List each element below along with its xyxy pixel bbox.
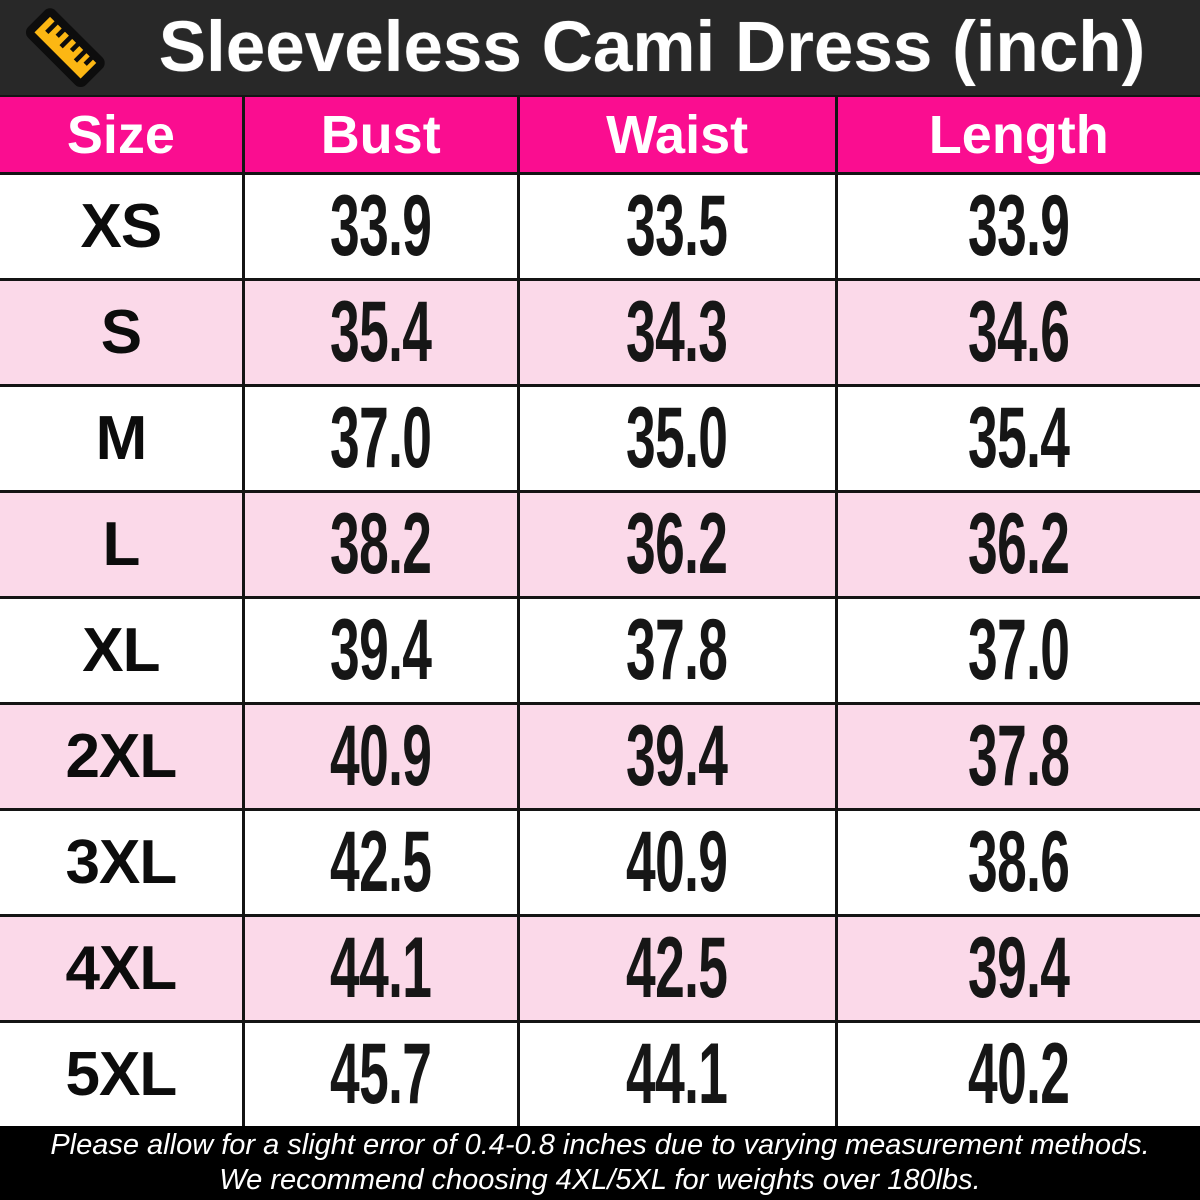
ruler-icon <box>0 0 130 95</box>
length-cell: 33.9 <box>838 175 1200 278</box>
bust-cell: 44.1 <box>245 917 520 1020</box>
size-cell: 2XL <box>0 705 245 808</box>
waist-cell: 37.8 <box>520 599 838 702</box>
waist-value: 39.4 <box>626 708 728 804</box>
table-row: 2XL 40.9 39.4 37.8 <box>0 705 1200 811</box>
bust-cell: 37.0 <box>245 387 520 490</box>
bust-cell: 42.5 <box>245 811 520 914</box>
size-label: M <box>95 404 148 473</box>
bust-value: 35.4 <box>330 284 432 380</box>
size-label: XS <box>80 192 163 261</box>
column-header-size: Size <box>0 97 245 172</box>
bust-cell: 33.9 <box>245 175 520 278</box>
waist-value: 44.1 <box>626 1026 728 1122</box>
size-label: XL <box>82 616 160 685</box>
table-row: S 35.4 34.3 34.6 <box>0 281 1200 387</box>
column-header-bust: Bust <box>245 97 520 172</box>
bust-value: 45.7 <box>330 1026 432 1122</box>
table-row: XL 39.4 37.8 37.0 <box>0 599 1200 705</box>
table-row: L 38.2 36.2 36.2 <box>0 493 1200 599</box>
size-label: 2XL <box>65 722 178 791</box>
waist-value: 42.5 <box>626 920 728 1016</box>
table-row: 3XL 42.5 40.9 38.6 <box>0 811 1200 917</box>
length-cell: 38.6 <box>838 811 1200 914</box>
table-row: M 37.0 35.0 35.4 <box>0 387 1200 493</box>
size-cell: XL <box>0 599 245 702</box>
length-cell: 37.8 <box>838 705 1200 808</box>
waist-value: 40.9 <box>626 814 728 910</box>
bust-value: 38.2 <box>330 496 432 592</box>
waist-cell: 42.5 <box>520 917 838 1020</box>
size-cell: XS <box>0 175 245 278</box>
bust-cell: 38.2 <box>245 493 520 596</box>
length-cell: 39.4 <box>838 917 1200 1020</box>
size-label: 5XL <box>65 1040 178 1109</box>
bust-value: 37.0 <box>330 390 432 486</box>
page-title: Sleeveless Cami Dress (inch) <box>158 8 1146 87</box>
table-body: XS 33.9 33.5 33.9 S 35.4 34.3 34.6 M 37.… <box>0 175 1200 1126</box>
bust-value: 42.5 <box>330 814 432 910</box>
waist-cell: 44.1 <box>520 1023 838 1126</box>
bust-value: 39.4 <box>330 602 432 698</box>
length-value: 34.6 <box>968 284 1070 380</box>
column-header-waist: Waist <box>520 97 838 172</box>
waist-cell: 35.0 <box>520 387 838 490</box>
title-bar: Sleeveless Cami Dress (inch) <box>0 0 1200 95</box>
bust-value: 44.1 <box>330 920 432 1016</box>
size-label: L <box>102 510 140 579</box>
column-header-length: Length <box>928 104 1109 165</box>
length-cell: 36.2 <box>838 493 1200 596</box>
size-cell: S <box>0 281 245 384</box>
waist-cell: 39.4 <box>520 705 838 808</box>
bust-value: 33.9 <box>330 178 432 274</box>
footer-note-line2: We recommend choosing 4XL/5XL for weight… <box>219 1164 981 1196</box>
size-label: S <box>100 298 142 367</box>
length-cell: 37.0 <box>838 599 1200 702</box>
footer-note-line1: Please allow for a slight error of 0.4-0… <box>50 1129 1150 1161</box>
bust-value: 40.9 <box>330 708 432 804</box>
table-row: 4XL 44.1 42.5 39.4 <box>0 917 1200 1023</box>
size-label: 3XL <box>65 828 178 897</box>
waist-cell: 36.2 <box>520 493 838 596</box>
waist-cell: 33.5 <box>520 175 838 278</box>
waist-cell: 40.9 <box>520 811 838 914</box>
length-value: 36.2 <box>968 496 1070 592</box>
size-cell: M <box>0 387 245 490</box>
waist-cell: 34.3 <box>520 281 838 384</box>
length-value: 35.4 <box>968 390 1070 486</box>
length-value: 40.2 <box>968 1026 1070 1122</box>
size-label: 4XL <box>65 934 178 1003</box>
table-row: XS 33.9 33.5 33.9 <box>0 175 1200 281</box>
size-cell: 3XL <box>0 811 245 914</box>
table-row: 5XL 45.7 44.1 40.2 <box>0 1023 1200 1126</box>
length-value: 39.4 <box>968 920 1070 1016</box>
length-value: 37.0 <box>968 602 1070 698</box>
waist-value: 35.0 <box>626 390 728 486</box>
waist-value: 34.3 <box>626 284 728 380</box>
bust-cell: 45.7 <box>245 1023 520 1126</box>
size-cell: 5XL <box>0 1023 245 1126</box>
length-value: 38.6 <box>968 814 1070 910</box>
size-cell: 4XL <box>0 917 245 1020</box>
length-cell: 40.2 <box>838 1023 1200 1126</box>
table-header-row: Size Bust Waist Length <box>0 95 1200 175</box>
bust-cell: 35.4 <box>245 281 520 384</box>
waist-value: 37.8 <box>626 602 728 698</box>
length-value: 37.8 <box>968 708 1070 804</box>
footer-note: Please allow for a slight error of 0.4-0… <box>0 1126 1200 1200</box>
length-cell: 35.4 <box>838 387 1200 490</box>
bust-cell: 40.9 <box>245 705 520 808</box>
size-cell: L <box>0 493 245 596</box>
waist-value: 33.5 <box>626 178 728 274</box>
bust-cell: 39.4 <box>245 599 520 702</box>
waist-value: 36.2 <box>626 496 728 592</box>
length-cell: 34.6 <box>838 281 1200 384</box>
length-value: 33.9 <box>968 178 1070 274</box>
